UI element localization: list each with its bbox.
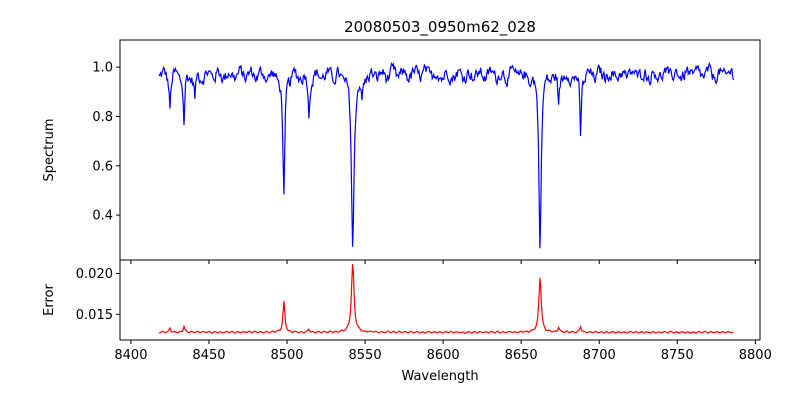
x-axis-label: Wavelength xyxy=(401,369,478,384)
x-tick-label: 8650 xyxy=(505,348,538,363)
error-y-tick-label: 0.020 xyxy=(76,267,113,282)
x-tick-label: 8750 xyxy=(661,348,694,363)
spectrum-y-tick-label: 1.0 xyxy=(92,61,113,76)
error-y-label: Error xyxy=(42,284,57,316)
x-tick-label: 8500 xyxy=(270,348,303,363)
error-line xyxy=(158,264,734,334)
spectrum-panel: 20080503_0950m62_028 0.4 0.6 0.8 1.0 Spectr… xyxy=(42,18,761,264)
x-tick-label: 8700 xyxy=(583,348,616,363)
error-series xyxy=(158,264,734,334)
x-tick-label: 8450 xyxy=(192,348,225,363)
spectrum-line xyxy=(158,61,735,249)
error-panel: 0.015 0.020 8400 8450 8500 8550 8600 8650 8700 87… xyxy=(42,259,772,384)
spectrum-y-label: Spectrum xyxy=(42,119,57,182)
chart-title: 20080503_0950m62_028 xyxy=(344,18,536,37)
spectrum-ticks: 0.4 0.6 0.8 1.0 xyxy=(92,61,756,264)
x-tick-label: 8550 xyxy=(349,348,382,363)
error-ticks: 0.015 0.020 8400 8450 8500 8550 8600 8650 8700 87… xyxy=(76,267,772,363)
spectrum-y-tick-label: 0.4 xyxy=(92,209,113,224)
error-plot-frame xyxy=(119,259,761,341)
error-y-tick-label: 0.015 xyxy=(76,308,113,323)
x-tick-label: 8600 xyxy=(427,348,460,363)
spectrum-y-tick-label: 0.6 xyxy=(92,159,113,174)
spectrum-series xyxy=(158,61,735,249)
spectrum-y-tick-label: 0.8 xyxy=(92,110,113,125)
x-tick-label: 8800 xyxy=(739,348,772,363)
x-tick-label: 8400 xyxy=(114,348,147,363)
